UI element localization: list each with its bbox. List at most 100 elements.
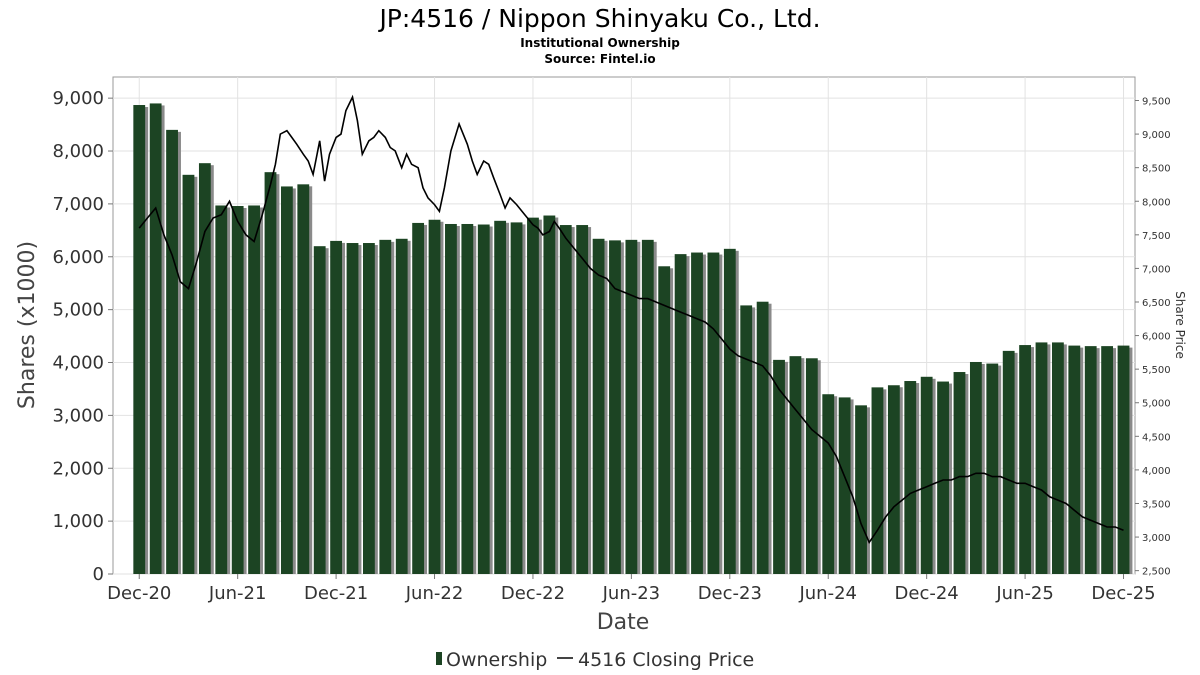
legend-price-label: 4516 Closing Price (578, 649, 754, 671)
ownership-bar (969, 361, 982, 574)
y-axis-label: Shares (x1000) (15, 241, 40, 409)
y-tick-label: 3,000 (52, 405, 104, 426)
y2-axis-label: Share Price (1173, 291, 1187, 359)
ownership-bar (1101, 346, 1114, 574)
x-tick-label: Dec-25 (1091, 583, 1155, 604)
x-axis-label: Date (597, 610, 650, 635)
ownership-bar (674, 254, 687, 574)
y-tick-label: 0 (93, 564, 104, 585)
x-tick-label: Jun-22 (405, 583, 464, 604)
price-line (138, 94, 1124, 545)
ownership-bar (871, 387, 884, 574)
x-tick-label: Jun-23 (602, 583, 661, 604)
y-tick-label: 4,000 (52, 353, 104, 374)
x-tick-label: Dec-20 (107, 583, 171, 604)
chart-subtitle-1: Institutional Ownership (520, 36, 680, 50)
ownership-bar (658, 266, 671, 574)
ownership-bar (887, 385, 900, 574)
ownership-bar (822, 394, 835, 574)
y2-tick-label: 8,000 (1142, 197, 1171, 208)
ownership-bar (248, 205, 260, 574)
y-tick-label: 8,000 (52, 141, 104, 162)
bars-layer (133, 103, 1133, 575)
x-tick-label: Dec-23 (698, 583, 762, 604)
ownership-bar (773, 359, 785, 574)
x-tick-label: Dec-24 (895, 583, 959, 604)
ownership-bar (1035, 342, 1048, 574)
y2-tick-label: 3,000 (1142, 533, 1171, 544)
ownership-bar (1117, 345, 1130, 574)
ownership-bar (527, 217, 539, 574)
ownership-bar (838, 397, 851, 574)
ownership-bar (707, 252, 720, 574)
ownership-bar (215, 205, 228, 574)
x-tick-label: Jun-21 (208, 583, 267, 604)
y2-tick-label: 3,500 (1142, 499, 1171, 510)
ownership-bar (592, 238, 605, 574)
y2-tick-label: 9,000 (1142, 130, 1171, 141)
ownership-bar (264, 172, 277, 574)
ownership-bar (166, 129, 178, 574)
ownership-bar (920, 376, 933, 574)
ownership-bar (641, 239, 654, 574)
ownership-bar (280, 186, 293, 574)
ownership-bar (133, 105, 146, 574)
y-tick-label: 6,000 (52, 247, 104, 268)
ownership-bar (855, 405, 867, 574)
y2-tick-label: 9,500 (1142, 97, 1171, 108)
ownership-bar (1084, 346, 1097, 574)
y-tick-label: 9,000 (52, 88, 104, 109)
y2-tick-label: 4,000 (1142, 466, 1171, 477)
ownership-bar (609, 240, 621, 574)
legend-ownership-swatch (436, 652, 442, 665)
ownership-bar (576, 225, 589, 575)
ownership-bar (789, 356, 802, 574)
y2-tick-label: 5,500 (1142, 365, 1171, 376)
ownership-bar (428, 219, 441, 575)
legend-ownership-label: Ownership (446, 649, 547, 671)
ownership-bar (510, 222, 523, 575)
ownership-bar (723, 248, 736, 574)
ownership-bar (346, 243, 359, 574)
ownership-bar (477, 224, 490, 574)
ownership-bar (904, 381, 917, 574)
ownership-bar (461, 223, 474, 574)
ownership-bar (625, 239, 638, 574)
ownership-bar (559, 225, 572, 575)
x-tick-label: Jun-24 (798, 583, 857, 604)
ownership-bar (297, 184, 310, 574)
ownership-bar (740, 305, 753, 574)
ownership-bar (445, 223, 457, 574)
ownership-bar (395, 238, 408, 574)
y2-tick-label: 6,500 (1142, 298, 1171, 309)
ownership-bar (1002, 350, 1015, 574)
ownership-bar (313, 246, 326, 575)
ownership-bar (953, 372, 966, 574)
legend: Ownership 4516 Closing Price (436, 649, 754, 671)
ownership-bar (1068, 345, 1081, 574)
y2-tick-label: 2,500 (1142, 567, 1171, 578)
ownership-bar (691, 252, 703, 574)
x-tick-label: Jun-25 (995, 583, 1054, 604)
ownership-bar (805, 358, 818, 574)
y-tick-label: 7,000 (52, 194, 104, 215)
ownership-bar (986, 363, 999, 574)
ownership-bar (363, 243, 375, 574)
ownership-bar (494, 220, 507, 575)
y2-tick-label: 4,500 (1142, 432, 1171, 443)
ownership-bar (231, 206, 244, 574)
ownership-bar (543, 215, 556, 575)
y-tick-label: 2,000 (52, 458, 104, 479)
x-tick-label: Dec-21 (304, 583, 368, 604)
ownership-bar (1019, 345, 1031, 574)
ownership-bar (182, 174, 195, 574)
y2-tick-label: 7,500 (1142, 231, 1171, 242)
chart-title: JP:4516 / Nippon Shinyaku Co., Ltd. (377, 4, 820, 33)
ownership-bar (149, 103, 162, 575)
y2-tick-label: 7,000 (1142, 264, 1171, 275)
y2-tick-label: 5,000 (1142, 399, 1171, 410)
y-tick-label: 1,000 (52, 511, 104, 532)
ownership-bar (937, 381, 949, 574)
